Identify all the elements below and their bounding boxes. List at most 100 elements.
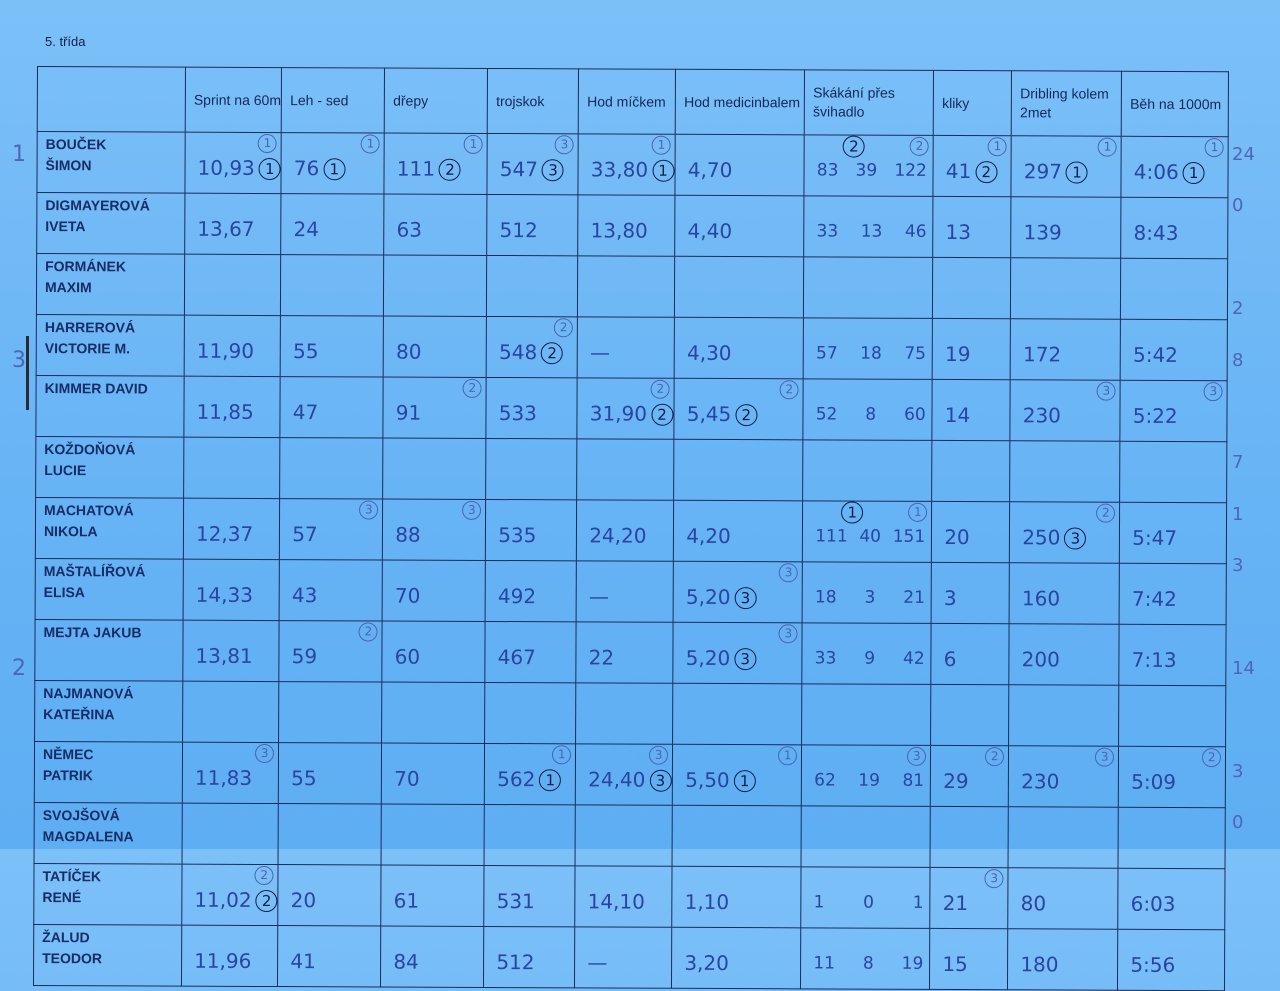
result-cell: 200 <box>1009 623 1120 686</box>
result-value: 562 <box>497 766 536 791</box>
result-cell <box>930 806 1009 868</box>
student-surname: NAJMANOVÁ <box>43 685 134 702</box>
result-value: 5:42 <box>1132 342 1178 367</box>
table-row: KOŽDOŇOVÁ LUCIE <box>35 436 1228 503</box>
result-cell: 22 <box>576 621 674 684</box>
total-points: 24 <box>1232 144 1255 165</box>
rank-circle: 3 <box>1064 527 1087 550</box>
result-cell <box>484 804 576 866</box>
result-cell: — <box>574 926 673 989</box>
result-cell: 47 <box>280 376 384 439</box>
result-cell: 59 2 <box>279 620 383 683</box>
rope-value: 40 <box>859 526 882 547</box>
result-cell <box>575 804 673 867</box>
rank-circle: 2 <box>541 342 564 365</box>
result-value: 76 <box>293 155 320 180</box>
rank-superscript: 1 <box>1204 138 1224 158</box>
result-cell <box>182 681 280 743</box>
student-surname: MEJTA JAKUB <box>43 624 142 641</box>
total-points: 14 <box>1232 658 1255 679</box>
column-header <box>37 66 186 133</box>
rank-superscript: 3 <box>778 624 798 644</box>
result-value: 11,96 <box>194 948 252 973</box>
result-value: 4,30 <box>686 340 732 366</box>
result-value: 230 <box>1021 769 1060 794</box>
student-firstname: VICTORIE M. <box>44 340 131 357</box>
result-value: 31,90 <box>589 401 648 426</box>
result-cell <box>930 684 1010 746</box>
result-value: 467 <box>497 645 536 670</box>
student-name: DIGMAYEROVÁ IVETA <box>36 192 185 255</box>
result-cell <box>382 438 487 500</box>
student-firstname: LUCIE <box>44 462 87 479</box>
result-value: 7:42 <box>1131 586 1177 611</box>
table-row: BOUČEK ŠIMON 10,93 1 1 76 1 1 111 2 1 547 3 3 33,80 1 1 4… <box>36 131 1229 198</box>
rank-superscript: 1 <box>908 502 928 522</box>
result-cell <box>182 803 279 865</box>
page-title: 5. třída <box>45 34 86 49</box>
rank-circle: 3 <box>541 159 565 182</box>
column-header: Skákání přes švihadlo <box>804 69 934 136</box>
rank-circle: 2 <box>650 403 674 427</box>
rope-value: 21 <box>903 587 925 608</box>
rank-superscript: 3 <box>462 500 482 520</box>
result-cell <box>576 438 675 501</box>
table-row: ŽALUD TEODOR 11,96 41 84 512 — 3,20 11 8 19 15 180 5:… <box>33 924 1226 991</box>
result-value: 5,45 <box>686 401 732 426</box>
result-value: 11,83 <box>194 765 253 790</box>
student-name: KIMMER DAVID <box>35 375 185 438</box>
result-cell: 57 18 75 <box>803 317 933 380</box>
rank-superscript: 1 <box>552 745 572 765</box>
header-row: Sprint na 60m Leh - sed dřepy trojskok Hod m… <box>37 66 1229 137</box>
result-value: 512 <box>499 218 538 243</box>
result-cell <box>802 439 933 502</box>
result-value: 14,10 <box>587 889 645 914</box>
result-value: 43 <box>291 583 318 608</box>
student-firstname: KATEŘINA <box>43 706 115 723</box>
table-row: NĚMEC PATRIK 11,83 3 55 70 562 1 1 24,40 3 3 5,50 1 1 6… <box>34 741 1226 808</box>
student-firstname: TEODOR <box>42 950 103 967</box>
rope-value: 60 <box>904 404 926 425</box>
student-firstname: ŠIMON <box>45 157 92 174</box>
result-value: 5:22 <box>1132 403 1178 428</box>
result-cell <box>1009 440 1121 503</box>
result-cell <box>1008 684 1120 747</box>
result-cell: — <box>577 316 675 379</box>
result-cell: 467 <box>485 621 577 683</box>
rope-value: 57 <box>815 343 838 364</box>
rope-value: 3 <box>864 587 876 608</box>
rank-circle: 2 <box>975 161 998 184</box>
table-row: MACHATOVÁ NIKOLA 12,37 57 3 88 3 535 24,20 4,20 11… <box>35 497 1227 564</box>
rope-value: 18 <box>860 343 882 364</box>
result-cell: 4:06 1 1 <box>1121 136 1229 198</box>
result-value: 88 <box>395 522 421 547</box>
result-cell: 61 <box>381 865 485 927</box>
rank-superscript: 1 <box>651 135 671 155</box>
student-surname: NĚMEC <box>42 746 94 763</box>
student-surname: TATÍČEK <box>42 868 102 885</box>
result-cell: 21 3 <box>930 867 1009 929</box>
student-name: BOUČEK ŠIMON <box>36 131 186 194</box>
result-value: 6 <box>943 646 957 672</box>
table-row: KIMMER DAVID 11,85 47 91 2 533 31,90 2 2 5,45 2 2 52… <box>35 375 1228 442</box>
column-header: Sprint na 60m <box>185 67 282 133</box>
result-cell: 562 1 1 <box>484 743 576 805</box>
rank-superscript: 2 <box>779 380 799 400</box>
student-name: SVOJŠOVÁ MAGDALENA <box>34 802 183 865</box>
rope-value: 1 <box>912 892 924 913</box>
table-row: TATÍČEK RENÉ 11,02 2 2 20 61 531 14,10 1,10 1 0 1 21 3… <box>33 863 1226 930</box>
rank-circle: 2 <box>438 159 462 182</box>
result-cell: 41 2 1 <box>933 135 1012 197</box>
rank-superscript: 2 <box>1096 503 1116 523</box>
result-cell <box>278 803 382 866</box>
rope-value: 19 <box>901 953 924 974</box>
result-cell: 160 <box>1009 562 1120 625</box>
result-value: 11,90 <box>196 338 255 363</box>
result-cell: 4,70 <box>675 134 805 196</box>
student-surname: FORMÁNEK <box>45 258 127 275</box>
rank-superscript: 2 <box>254 865 274 886</box>
rank-superscript: 2 <box>909 136 929 156</box>
result-value: 6:03 <box>1130 891 1176 916</box>
result-cell: 5:47 <box>1119 502 1227 564</box>
rope-values: 52 8 60 <box>816 404 926 424</box>
